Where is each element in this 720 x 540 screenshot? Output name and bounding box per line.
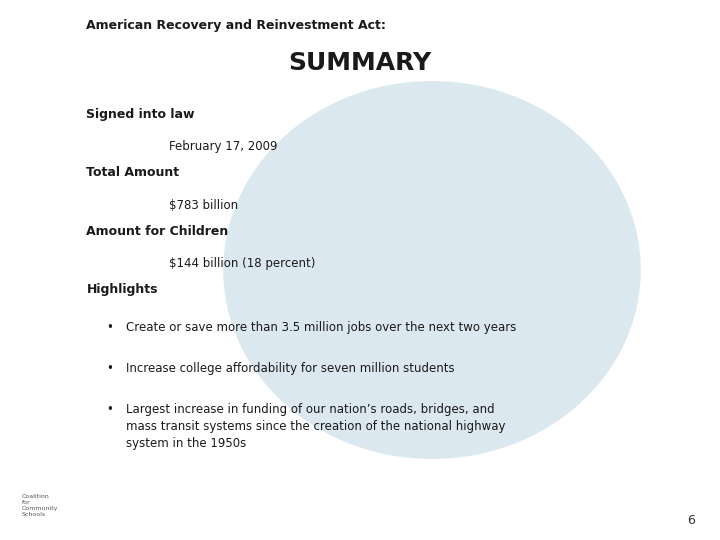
Text: Create or save more than 3.5 million jobs over the next two years: Create or save more than 3.5 million job…: [126, 321, 516, 334]
Text: Increase college affordability for seven million students: Increase college affordability for seven…: [126, 362, 454, 375]
Text: Coalition
for
Community
Schools: Coalition for Community Schools: [22, 494, 58, 516]
Text: Total Amount: Total Amount: [86, 166, 179, 179]
Text: American Recovery and Reinvestment Act:: American Recovery and Reinvestment Act:: [86, 19, 386, 32]
Text: •: •: [107, 321, 114, 334]
Text: Largest increase in funding of our nation’s roads, bridges, and
mass transit sys: Largest increase in funding of our natio…: [126, 403, 505, 450]
Text: $144 billion (18 percent): $144 billion (18 percent): [169, 257, 315, 270]
Text: •: •: [107, 362, 114, 375]
Ellipse shape: [223, 81, 641, 459]
Text: Highlights: Highlights: [86, 283, 158, 296]
Text: Signed into law: Signed into law: [86, 108, 195, 121]
Text: Amount for Children: Amount for Children: [86, 225, 229, 238]
Text: 6: 6: [687, 514, 695, 526]
Text: February 17, 2009: February 17, 2009: [169, 140, 278, 153]
Text: SUMMARY: SUMMARY: [289, 51, 431, 75]
Text: •: •: [107, 403, 114, 416]
Text: $783 billion: $783 billion: [169, 199, 238, 212]
